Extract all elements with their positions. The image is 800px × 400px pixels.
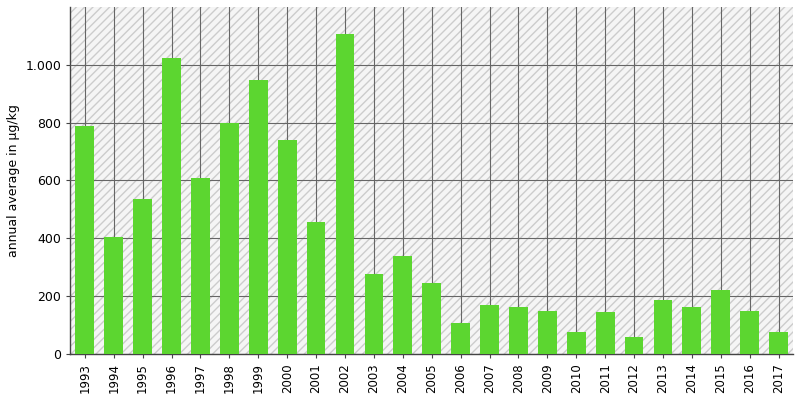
Bar <box>336 34 354 354</box>
Bar <box>104 237 123 354</box>
Bar <box>306 222 326 354</box>
Bar <box>365 274 383 354</box>
Bar <box>394 256 412 354</box>
Bar <box>134 199 152 354</box>
Bar <box>191 178 210 354</box>
Bar <box>509 307 528 354</box>
Bar <box>654 300 672 354</box>
Bar <box>422 282 441 354</box>
Bar <box>711 290 730 354</box>
Bar <box>75 126 94 354</box>
Bar <box>538 311 557 354</box>
Bar <box>740 311 759 354</box>
Bar <box>596 312 614 354</box>
Bar <box>567 332 586 354</box>
Bar <box>770 332 788 354</box>
Bar <box>162 58 181 354</box>
Bar <box>451 323 470 354</box>
Bar <box>625 337 643 354</box>
Bar <box>278 140 297 354</box>
Bar <box>249 80 268 354</box>
Y-axis label: annual average in µg/kg: annual average in µg/kg <box>7 104 20 257</box>
Bar <box>682 307 702 354</box>
Bar <box>220 123 238 354</box>
Bar <box>480 305 499 354</box>
